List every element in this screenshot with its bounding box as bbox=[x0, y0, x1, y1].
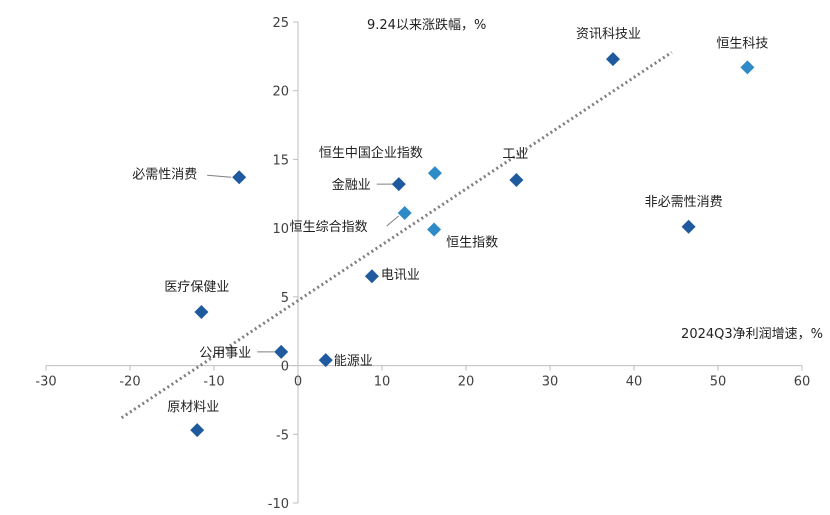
x-tick-label: 0 bbox=[294, 375, 302, 390]
point-label: 恒生科技 bbox=[716, 36, 768, 51]
leader-line bbox=[386, 215, 400, 227]
data-point bbox=[509, 173, 524, 188]
y-tick-label: -10 bbox=[268, 497, 289, 512]
data-point bbox=[274, 344, 289, 359]
trendline bbox=[120, 50, 673, 420]
data-point bbox=[681, 219, 696, 234]
data-point bbox=[318, 353, 333, 368]
trendline-layer bbox=[120, 50, 673, 420]
data-point bbox=[606, 52, 620, 67]
x-tick-label: 50 bbox=[710, 375, 727, 390]
y-tick-label: 20 bbox=[272, 85, 289, 100]
data-point bbox=[427, 166, 442, 181]
y-axis-title: 9.24以来涨跌幅，% bbox=[367, 17, 486, 33]
y-tick-label: 10 bbox=[272, 222, 289, 237]
point-label: 资讯科技业 bbox=[576, 27, 641, 42]
x-tick-label: -30 bbox=[35, 375, 56, 390]
point-label: 能源业 bbox=[334, 354, 373, 369]
axes: -30 -20 -10 0 10 20 30 40 50 60 -10 -5 0 5 10 15 20 25 bbox=[35, 16, 810, 512]
point-label: 原材料业 bbox=[167, 400, 219, 415]
leader-line bbox=[207, 174, 232, 178]
point-label: 恒生综合指数 bbox=[290, 220, 368, 235]
data-point bbox=[397, 206, 412, 221]
point-label: 非必需性消费 bbox=[645, 195, 723, 210]
y-tick-label: 5 bbox=[281, 291, 289, 306]
point-label: 电讯业 bbox=[381, 268, 420, 283]
data-point bbox=[427, 222, 442, 237]
y-tick-label: 25 bbox=[272, 16, 289, 31]
y-tick-label: -5 bbox=[276, 428, 289, 443]
x-tick-label: 30 bbox=[542, 375, 559, 390]
y-tick-label: 15 bbox=[272, 153, 289, 168]
point-label: 工业 bbox=[502, 147, 528, 162]
leader-lines bbox=[207, 174, 400, 353]
x-tick-label: 10 bbox=[374, 375, 391, 390]
point-label: 公用事业 bbox=[199, 346, 251, 361]
x-axis-title: 2024Q3净利润增速，% bbox=[681, 327, 823, 342]
point-label: 恒生指数 bbox=[446, 236, 498, 251]
x-tick-label: 20 bbox=[458, 375, 475, 390]
point-label: 必需性消费 bbox=[132, 167, 197, 182]
x-tick-label: -10 bbox=[203, 375, 224, 390]
point-label: 金融业 bbox=[332, 177, 371, 193]
data-point bbox=[194, 304, 209, 319]
x-tick-label: 40 bbox=[626, 375, 643, 390]
data-point bbox=[391, 177, 406, 192]
data-point bbox=[740, 60, 755, 75]
y-tick-label: 0 bbox=[281, 360, 289, 375]
data-points bbox=[190, 52, 755, 438]
point-label: 医疗保健业 bbox=[164, 280, 229, 295]
x-tick-label: 60 bbox=[794, 375, 811, 390]
x-tick-label: -20 bbox=[119, 375, 140, 390]
data-point bbox=[232, 170, 247, 185]
data-point bbox=[190, 423, 205, 438]
data-point bbox=[364, 269, 379, 284]
point-label: 恒生中国企业指数 bbox=[319, 145, 423, 161]
